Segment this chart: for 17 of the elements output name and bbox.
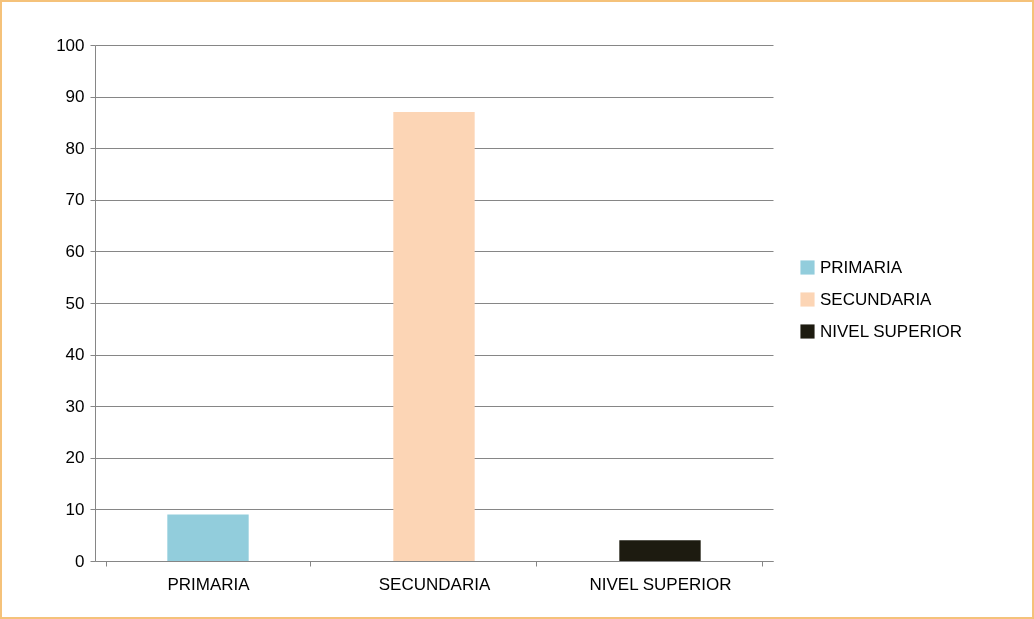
y-tick-label: 40 xyxy=(65,345,85,365)
x-tick-label: PRIMARIA xyxy=(167,574,251,594)
y-tick-label: 80 xyxy=(65,138,85,158)
legend-label: NIVEL SUPERIOR xyxy=(820,321,963,341)
y-tick-label: 60 xyxy=(65,241,85,261)
y-tick-label: 50 xyxy=(65,293,85,313)
y-tick-label: 100 xyxy=(56,35,85,55)
x-tick-label: NIVEL SUPERIOR xyxy=(589,574,732,594)
x-tick-label: SECUNDARIA xyxy=(378,574,491,594)
y-tick-label: 20 xyxy=(65,448,85,468)
y-tick-label: 90 xyxy=(65,87,85,107)
legend-label: SECUNDARIA xyxy=(820,289,933,309)
legend-label: PRIMARIA xyxy=(820,257,903,277)
y-tick-label: 30 xyxy=(65,396,85,416)
y-tick-label: 70 xyxy=(65,190,85,210)
y-tick-label: 10 xyxy=(65,499,85,519)
y-tick-label: 0 xyxy=(75,551,85,571)
